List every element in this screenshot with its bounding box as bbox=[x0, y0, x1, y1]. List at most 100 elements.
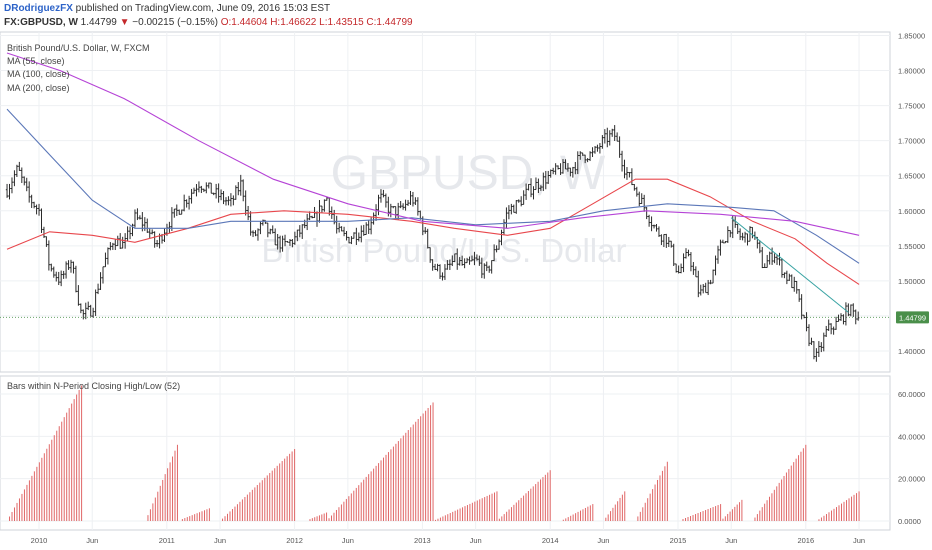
ohlc-bar bbox=[719, 239, 722, 256]
x-tick-label: Jun bbox=[214, 536, 226, 545]
watermark-symbol: GBPUSD, W bbox=[331, 147, 606, 200]
ohlc-bar bbox=[556, 165, 560, 170]
ohlc-bar bbox=[549, 169, 552, 178]
ohlc-bar bbox=[478, 255, 481, 266]
ohlc-bar bbox=[554, 163, 557, 175]
ohlc-bar bbox=[365, 222, 368, 236]
legend-indicator[interactable]: Bars within N-Period Closing High/Low (5… bbox=[7, 381, 181, 391]
ohlc-bar bbox=[765, 254, 769, 268]
ohlc-bar bbox=[448, 259, 452, 270]
ohlc-bar bbox=[315, 211, 319, 227]
ohlc-bar bbox=[111, 242, 115, 250]
ohlc-bar bbox=[399, 201, 402, 209]
ohlc-bar bbox=[679, 263, 683, 274]
ohlc-bar bbox=[726, 226, 730, 243]
author-link[interactable]: DRodriguezFX bbox=[4, 3, 73, 14]
ohlc-bar bbox=[551, 167, 555, 175]
ohlc-bar bbox=[615, 132, 619, 142]
ohlc-bar bbox=[35, 204, 38, 215]
ohlc-bar bbox=[138, 215, 142, 220]
ohlc-bar bbox=[202, 188, 206, 192]
ohlc-bar bbox=[601, 135, 604, 149]
ohlc-bar bbox=[574, 161, 577, 175]
ohlc-bar bbox=[15, 164, 19, 177]
legend-ma55[interactable]: MA (55, close) bbox=[7, 56, 65, 66]
ohlc-bar bbox=[758, 240, 762, 254]
x-tick-label: 2010 bbox=[31, 536, 48, 545]
ohlc-bar bbox=[812, 341, 816, 360]
ohlc-bar bbox=[273, 228, 277, 246]
ohlc-bar bbox=[834, 316, 838, 330]
ohlc-bar bbox=[426, 228, 429, 249]
ohlc-bar bbox=[67, 260, 70, 270]
ohlc-bar bbox=[77, 285, 80, 306]
ohlc-bar bbox=[335, 215, 338, 234]
ohlc-bar bbox=[453, 253, 456, 263]
ohlc-bar bbox=[810, 337, 813, 345]
ohlc-bar bbox=[355, 227, 358, 245]
ohlc-bar bbox=[99, 272, 102, 290]
ohlc-bar bbox=[153, 231, 156, 248]
ohlc-bar bbox=[119, 233, 122, 249]
ohlc-bar bbox=[500, 229, 503, 246]
ohlc-bar bbox=[200, 185, 203, 194]
ohlc-bar bbox=[729, 230, 732, 238]
ohlc-bar bbox=[254, 230, 257, 237]
ohlc-bar bbox=[502, 219, 506, 236]
ohlc-bar bbox=[219, 189, 223, 201]
trendline bbox=[730, 217, 849, 313]
ohlc-bar bbox=[697, 270, 700, 298]
ohlc-bar bbox=[802, 314, 806, 319]
ohlc-bar bbox=[468, 256, 471, 265]
x-tick-label: 2016 bbox=[797, 536, 814, 545]
ohlc-bar bbox=[608, 130, 611, 146]
y-tick-label: 1.55000 bbox=[898, 242, 925, 251]
ohlc-bar bbox=[470, 255, 474, 262]
ohlc-bar bbox=[320, 205, 324, 213]
y-tick-label: 1.75000 bbox=[898, 102, 925, 111]
ohlc-bar bbox=[515, 200, 518, 214]
ohlc-bar bbox=[406, 199, 410, 206]
ohlc-bar bbox=[480, 257, 484, 279]
ohlc-bar bbox=[751, 226, 754, 239]
ohlc-bar bbox=[706, 279, 710, 296]
ohlc-bar bbox=[392, 206, 395, 209]
ohlc-bar bbox=[207, 182, 210, 189]
ohlc-bar bbox=[101, 266, 105, 284]
ohlc-bar bbox=[529, 178, 533, 198]
ohlc-bar bbox=[197, 181, 201, 193]
ohlc-bar bbox=[488, 265, 491, 273]
ohlc-bar bbox=[47, 240, 51, 271]
ohlc-bar bbox=[517, 199, 520, 203]
ohlc-bar bbox=[185, 199, 188, 208]
ohlc-bar bbox=[820, 342, 823, 353]
grid-lines bbox=[0, 31, 891, 531]
ohlc-bar bbox=[293, 231, 297, 245]
ohlc-bar bbox=[310, 215, 314, 219]
legend-ma200[interactable]: MA (200, close) bbox=[7, 83, 70, 93]
ohlc-bar bbox=[109, 242, 112, 251]
ohlc-bar bbox=[800, 294, 803, 320]
ohlc-bar bbox=[8, 183, 11, 200]
ohlc-bar bbox=[684, 248, 688, 259]
ohlc-bar bbox=[537, 178, 540, 194]
ohlc-bar bbox=[492, 244, 496, 262]
ohlc-bar bbox=[214, 183, 218, 199]
ohlc-bar bbox=[519, 196, 523, 207]
ohlc-bar bbox=[360, 225, 363, 243]
ohlc-bar bbox=[670, 240, 673, 248]
ohlc-bar bbox=[825, 325, 828, 337]
ohlc-bar bbox=[227, 196, 230, 206]
ohlc-bar bbox=[857, 311, 860, 321]
ohlc-bar bbox=[372, 212, 375, 225]
ohlc-bar bbox=[249, 211, 252, 236]
ohlc-bar bbox=[748, 226, 752, 242]
ohlc-bar bbox=[638, 191, 641, 207]
open-value: O:1.44604 bbox=[220, 17, 268, 28]
legend-ma100[interactable]: MA (100, close) bbox=[7, 69, 70, 79]
price-tag-label: 1.44799 bbox=[899, 313, 926, 322]
ohlc-bar bbox=[451, 255, 454, 267]
ohlc-bar bbox=[283, 234, 287, 247]
ohlc-bar bbox=[318, 200, 321, 223]
